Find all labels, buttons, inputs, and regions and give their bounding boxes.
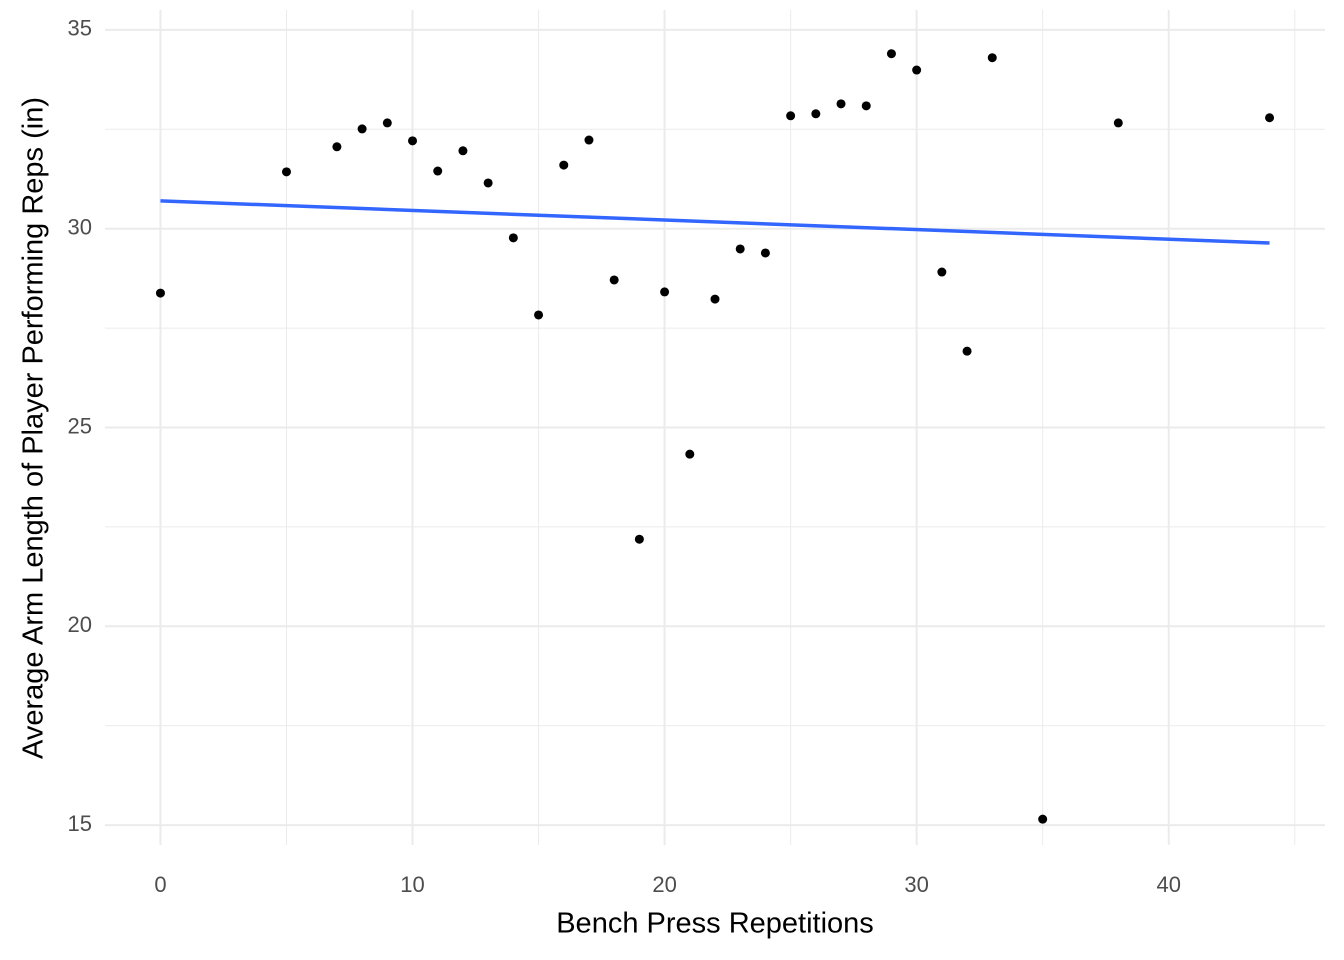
point (433, 166, 443, 176)
x-tick-label: 30 (904, 872, 928, 897)
point (483, 178, 493, 188)
point (710, 294, 720, 304)
point (735, 244, 745, 254)
point (559, 160, 569, 170)
x-tick-label: 0 (154, 872, 166, 897)
y-axis-title: Average Arm Length of Player Performing … (18, 97, 50, 759)
point (786, 111, 796, 121)
point (937, 267, 947, 277)
point (634, 534, 644, 544)
point (408, 136, 418, 146)
point (836, 99, 846, 109)
point (660, 287, 670, 297)
point (811, 109, 821, 119)
x-tick-label: 20 (652, 872, 676, 897)
x-tick-label: 40 (1156, 872, 1180, 897)
point (1113, 118, 1123, 128)
point (508, 233, 518, 243)
point (584, 135, 594, 145)
point (1265, 113, 1275, 123)
point (886, 49, 896, 59)
point (912, 65, 922, 75)
point (357, 124, 367, 134)
x-tick-label: 10 (400, 872, 424, 897)
point (332, 142, 342, 152)
y-tick-label: 20 (68, 612, 92, 637)
point (534, 310, 544, 320)
fit-line (160, 199, 1270, 245)
point (382, 118, 392, 128)
point (155, 288, 165, 298)
y-tick-label: 15 (68, 811, 92, 836)
point (458, 146, 468, 156)
y-tick-label: 30 (68, 215, 92, 240)
point (685, 449, 695, 459)
point (987, 53, 997, 63)
point (1038, 814, 1048, 824)
y-tick-label: 35 (68, 16, 92, 41)
point (760, 248, 770, 258)
y-tick-label: 25 (68, 413, 92, 438)
point (281, 167, 291, 177)
point (609, 275, 619, 285)
point (962, 346, 972, 356)
x-axis-title: Bench Press Repetitions (556, 908, 874, 940)
point (861, 101, 871, 111)
